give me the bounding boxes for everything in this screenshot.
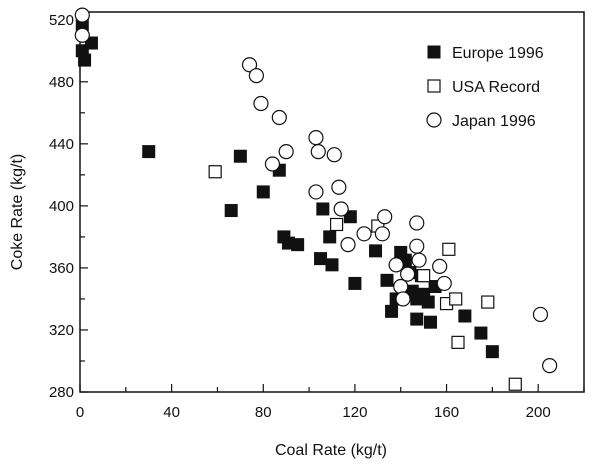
data-point: [388, 257, 404, 273]
legend-label: Japan 1996: [452, 113, 536, 130]
data-point: [532, 306, 549, 323]
series-europe-1996: [75, 17, 499, 359]
data-point: [78, 53, 92, 67]
y-tick-label: 520: [49, 12, 74, 29]
data-point: [253, 95, 269, 112]
data-point: [449, 292, 463, 306]
data-point: [248, 67, 264, 84]
data-point: [74, 27, 90, 43]
data-point: [310, 143, 326, 160]
data-point: [348, 276, 362, 290]
x-tick-label: 160: [434, 404, 459, 421]
data-point: [436, 275, 452, 292]
data-point: [271, 109, 287, 126]
x-tick-label: 80: [255, 404, 272, 421]
data-point: [424, 315, 438, 329]
data-point: [400, 266, 416, 282]
data-point: [308, 184, 324, 200]
data-points: [74, 7, 558, 391]
data-point: [474, 326, 488, 340]
data-point: [326, 147, 342, 163]
data-point: [409, 238, 425, 254]
data-point: [329, 217, 344, 232]
x-tick-label: 40: [163, 404, 180, 421]
data-point: [451, 335, 465, 349]
x-tick-label: 200: [526, 404, 551, 421]
x-tick-label: 120: [342, 404, 367, 421]
data-point: [308, 130, 324, 146]
data-point: [442, 242, 456, 256]
data-point: [385, 304, 399, 318]
data-point: [417, 269, 431, 283]
data-point: [333, 201, 349, 217]
data-point: [208, 165, 222, 179]
data-point: [233, 149, 247, 163]
data-point: [331, 179, 347, 195]
y-tick-label: 400: [49, 198, 74, 215]
legend-item-japan-1996: Japan 1996: [426, 112, 536, 130]
data-point: [74, 7, 90, 23]
series-usa-record: [208, 165, 522, 391]
legend-item-europe-1996: Europe 1996: [427, 45, 544, 62]
data-point: [380, 273, 394, 287]
data-point: [323, 230, 337, 244]
legend-item-usa-record: USA Record: [427, 79, 540, 96]
data-point: [264, 156, 281, 172]
data-point: [421, 295, 435, 309]
y-tick-label: 360: [49, 260, 74, 277]
y-tick-label: 320: [49, 322, 74, 339]
legend-label: Europe 1996: [452, 45, 544, 62]
x-tick-label: 0: [76, 404, 84, 421]
legend-marker: [427, 79, 441, 93]
data-point: [377, 209, 393, 225]
data-point: [481, 295, 495, 309]
legend-marker: [426, 112, 442, 128]
data-point: [325, 258, 339, 272]
plot-frame: [79, 11, 585, 393]
data-point: [291, 238, 305, 252]
legend: Europe 1996 USA Record Japan 1996: [426, 45, 544, 130]
data-point: [432, 258, 448, 274]
data-point: [356, 226, 372, 242]
data-point: [374, 226, 390, 242]
x-axis-ticks: 0 40 80 120 160 200: [76, 384, 585, 421]
data-point: [395, 291, 411, 307]
data-point: [340, 237, 356, 253]
legend-label: USA Record: [452, 79, 540, 96]
data-point: [508, 377, 522, 391]
data-point: [142, 145, 156, 159]
legend-marker: [427, 45, 441, 59]
x-axis-label: Coal Rate (kg/t): [275, 442, 387, 459]
data-point: [393, 278, 409, 295]
data-point: [278, 143, 294, 160]
data-point: [316, 202, 330, 216]
data-point: [314, 252, 328, 266]
y-tick-label: 440: [49, 136, 74, 153]
y-tick-label: 480: [49, 74, 74, 91]
data-point: [542, 358, 558, 374]
y-axis-ticks: 280 320 360 400 440 480 520: [49, 12, 88, 401]
data-point: [458, 309, 472, 323]
data-point: [224, 204, 238, 218]
data-point: [410, 312, 424, 326]
y-axis-label: Coke Rate (kg/t): [9, 154, 26, 270]
data-point: [256, 185, 270, 199]
data-point: [409, 215, 425, 231]
y-tick-label: 280: [49, 384, 74, 401]
data-point: [411, 252, 427, 268]
series-japan-1996: [74, 7, 558, 374]
plot-border: [79, 11, 585, 393]
data-point: [485, 345, 499, 359]
data-point: [369, 244, 383, 258]
data-point: [241, 57, 258, 73]
